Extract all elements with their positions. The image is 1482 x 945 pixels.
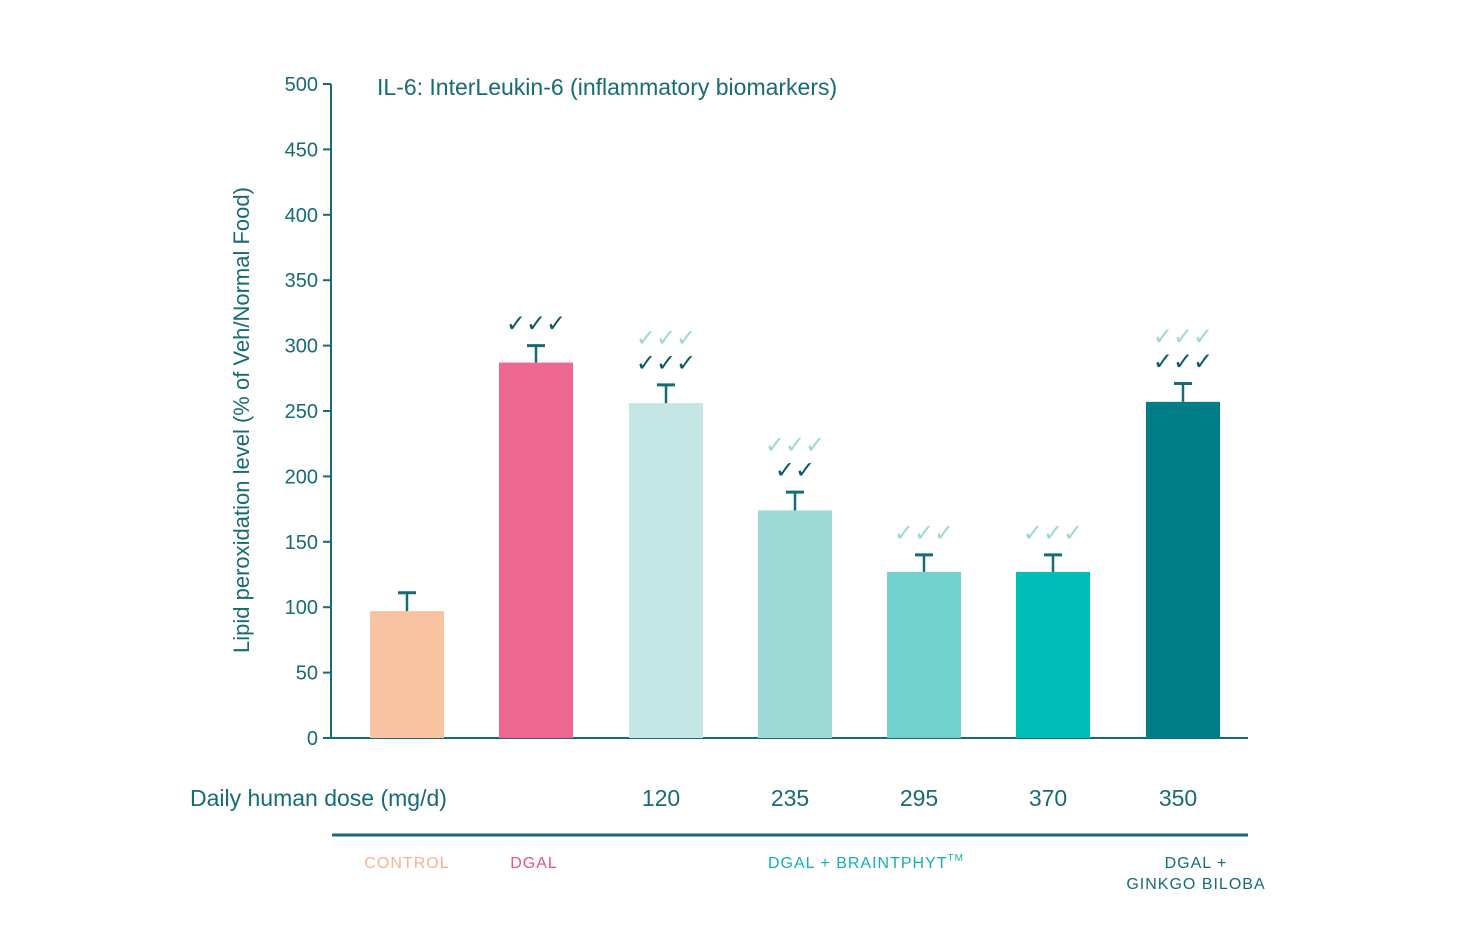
- group-labels: CONTROL DGAL DGAL + BRAINTPHYTTM DGAL + GINK…: [364, 853, 1265, 893]
- dose-value: 295: [900, 785, 938, 811]
- bars: [370, 362, 1220, 738]
- group-label-line: DGAL +: [1165, 855, 1228, 872]
- bar: [887, 571, 961, 738]
- group-label: DGAL + GINKGO BILOBA: [1126, 855, 1265, 893]
- dose-value: 235: [771, 785, 809, 811]
- dose-values: 120 235 295 370 350: [642, 785, 1197, 811]
- significance-mark-vs-dgal: ✓✓✓: [1023, 520, 1083, 547]
- error-bars: [398, 344, 1192, 612]
- y-tick-label: 50: [296, 663, 318, 685]
- significance-mark-vs-dgal: ✓✓✓: [1153, 324, 1213, 351]
- bar: [499, 362, 573, 738]
- y-tick-label: 350: [285, 270, 318, 292]
- y-axis-label: Lipid peroxidation level (% of Veh/Norma…: [229, 187, 254, 653]
- y-tick-label: 200: [285, 466, 318, 488]
- bar: [758, 510, 832, 738]
- group-label-line: DGAL + BRAINTPHYT: [768, 855, 948, 872]
- significance-mark-vs-dgal: ✓✓✓: [636, 325, 696, 352]
- dose-value: 370: [1029, 785, 1067, 811]
- chart-title: IL-6: InterLeukin-6 (inflammatory biomar…: [377, 74, 837, 100]
- bar: [1146, 401, 1220, 738]
- group-label-line: GINKGO BILOBA: [1126, 876, 1265, 893]
- significance-mark-vs-dgal: ✓✓✓: [765, 432, 825, 459]
- group-label-line: CONTROL: [364, 855, 449, 872]
- significance-mark-vs-dgal: ✓✓✓: [894, 520, 954, 547]
- trademark-superscript: TM: [948, 853, 964, 864]
- group-label: CONTROL: [364, 855, 449, 872]
- group-label: DGAL: [510, 855, 558, 872]
- dose-value: 350: [1159, 785, 1197, 811]
- dose-value: 120: [642, 785, 680, 811]
- y-ticks: 0 50 100 150 200 250 300 350 400 450 500: [285, 74, 331, 750]
- bar: [629, 403, 703, 738]
- group-label-line: DGAL: [510, 855, 558, 872]
- significance-mark-vs-control: ✓✓✓: [636, 350, 696, 377]
- significance-mark-vs-control: ✓✓✓: [506, 311, 566, 338]
- y-tick-label: 100: [285, 597, 318, 619]
- dose-row-label: Daily human dose (mg/d): [190, 785, 447, 811]
- y-tick-label: 250: [285, 401, 318, 423]
- y-tick-label: 0: [307, 728, 318, 750]
- bar: [370, 611, 444, 738]
- y-tick-label: 500: [285, 74, 318, 96]
- y-tick-label: 400: [285, 205, 318, 227]
- y-tick-label: 150: [285, 532, 318, 554]
- group-label: DGAL + BRAINTPHYTTM: [768, 853, 964, 872]
- significance-mark-vs-control: ✓✓✓: [1153, 349, 1213, 376]
- significance-mark-vs-control: ✓✓: [775, 457, 815, 484]
- y-tick-label: 300: [285, 336, 318, 358]
- significance-marks: ✓✓✓✓✓✓✓✓✓✓✓✓✓✓✓✓✓ ✓✓✓✓✓✓✓✓✓: [506, 311, 1213, 547]
- y-tick-label: 450: [285, 139, 318, 161]
- bar: [1016, 571, 1090, 738]
